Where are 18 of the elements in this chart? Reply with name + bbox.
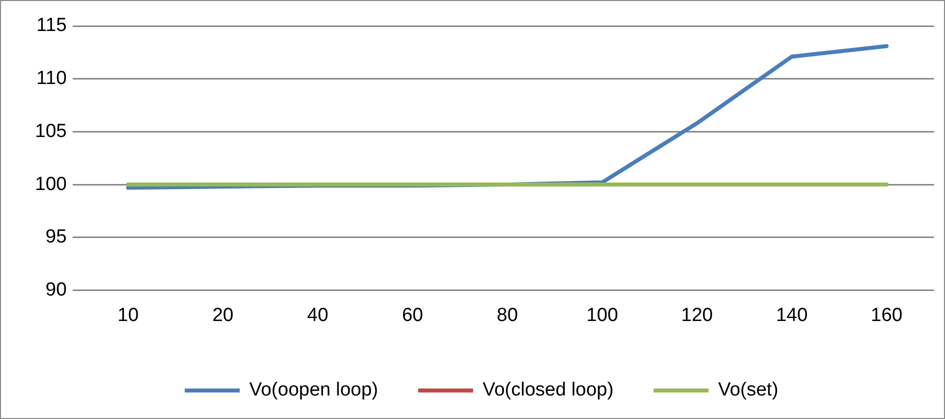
y-tick-label: 105: [35, 120, 67, 142]
y-tick-label: 110: [36, 68, 67, 90]
x-tick-label: 100: [586, 304, 618, 326]
legend-label: Vo(set): [718, 380, 778, 401]
x-tick-label: 10: [118, 304, 139, 326]
x-tick-label: 20: [212, 304, 234, 326]
y-tick-label: 100: [35, 174, 67, 195]
legend-label: Vo(oopen loop): [249, 380, 378, 401]
legend-label: Vo(closed loop): [482, 380, 614, 401]
y-tick-label: 95: [46, 226, 67, 248]
x-tick-label: 120: [681, 304, 713, 326]
x-tick-label: 60: [402, 304, 424, 326]
y-tick-label: 115: [36, 15, 67, 36]
x-tick-label: 80: [496, 304, 518, 326]
y-tick-label: 90: [46, 279, 67, 300]
x-tick-label: 160: [870, 304, 902, 326]
x-tick-label: 140: [776, 304, 808, 326]
x-tick-label: 40: [307, 304, 328, 326]
